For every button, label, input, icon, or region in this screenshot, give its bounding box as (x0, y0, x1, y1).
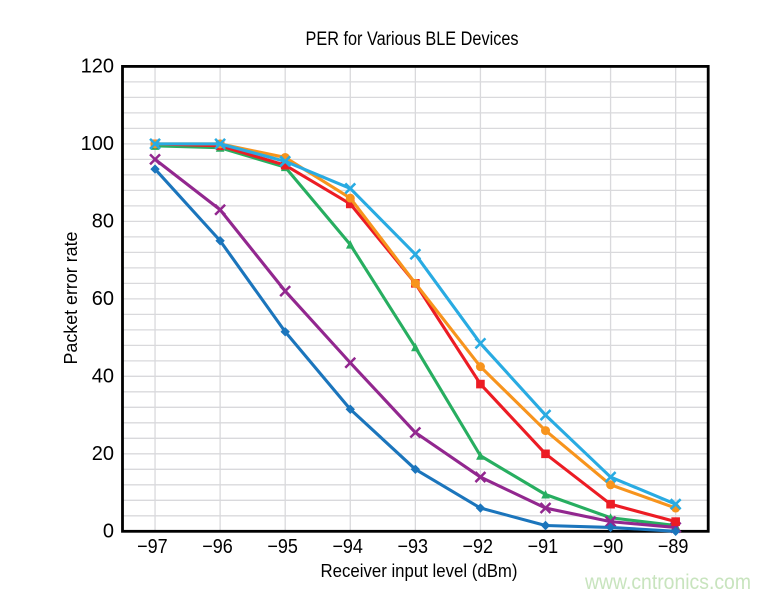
svg-text:80: 80 (92, 211, 114, 233)
svg-text:−97: −97 (137, 536, 168, 558)
svg-text:−89: −89 (658, 536, 689, 558)
svg-text:−90: −90 (593, 536, 624, 558)
svg-text:Packet error rate: Packet error rate (61, 232, 81, 365)
svg-text:−95: −95 (267, 536, 298, 558)
svg-text:−94: −94 (332, 536, 363, 558)
svg-text:120: 120 (81, 56, 114, 78)
svg-text:20: 20 (92, 443, 114, 465)
svg-text:60: 60 (92, 288, 114, 310)
svg-text:www.cntronics.com: www.cntronics.com (584, 571, 751, 594)
svg-text:−93: −93 (398, 536, 429, 558)
svg-text:0: 0 (103, 521, 114, 543)
svg-text:−92: −92 (463, 536, 494, 558)
svg-text:Receiver input level (dBm): Receiver input level (dBm) (321, 561, 518, 581)
svg-text:−91: −91 (528, 536, 559, 558)
svg-text:PER for Various BLE Devices: PER for Various BLE Devices (306, 29, 519, 50)
svg-text:40: 40 (92, 366, 114, 388)
svg-text:100: 100 (81, 133, 114, 155)
svg-text:−96: −96 (202, 536, 233, 558)
